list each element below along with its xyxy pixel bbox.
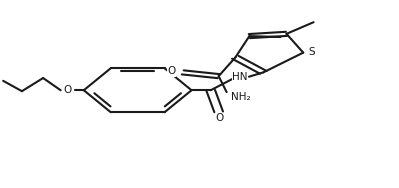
Text: O: O [168, 66, 176, 77]
Text: O: O [216, 113, 224, 124]
Text: O: O [64, 85, 72, 95]
Text: S: S [309, 47, 315, 57]
Text: NH₂: NH₂ [231, 92, 251, 102]
Text: HN: HN [233, 72, 248, 82]
